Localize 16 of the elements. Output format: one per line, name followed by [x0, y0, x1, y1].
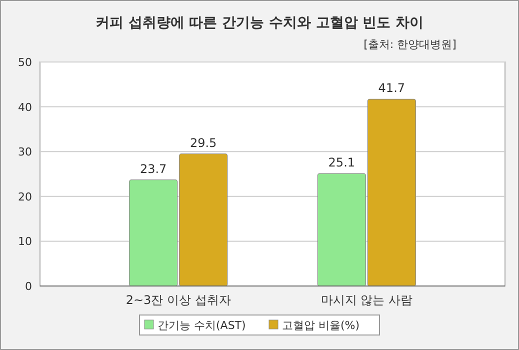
y-tick-label: 40	[18, 100, 32, 114]
data-label: 25.1	[328, 156, 356, 170]
y-tick-label: 10	[18, 235, 32, 248]
data-label: 23.7	[140, 162, 167, 176]
chart-title: 커피 섭취량에 따른 간기능 수치와 고혈압 빈도 차이	[95, 15, 424, 31]
y-tick-label: 30	[18, 146, 32, 159]
y-tick-label: 50	[18, 56, 32, 69]
x-tick-label: 2~3잔 이상 섭취자	[126, 293, 231, 307]
data-label: 41.7	[378, 81, 406, 96]
x-tick-label: 마시지 않는 사람	[320, 293, 412, 307]
data-label: 29.5	[190, 136, 217, 150]
legend-label: 간기능 수치(AST)	[158, 319, 246, 332]
y-tick-label: 0	[25, 280, 32, 293]
legend-label: 고혈압 비율(%)	[282, 319, 360, 332]
chart-subtitle: [출처: 한양대병원]	[364, 38, 456, 51]
y-tick-label: 20	[18, 190, 32, 204]
